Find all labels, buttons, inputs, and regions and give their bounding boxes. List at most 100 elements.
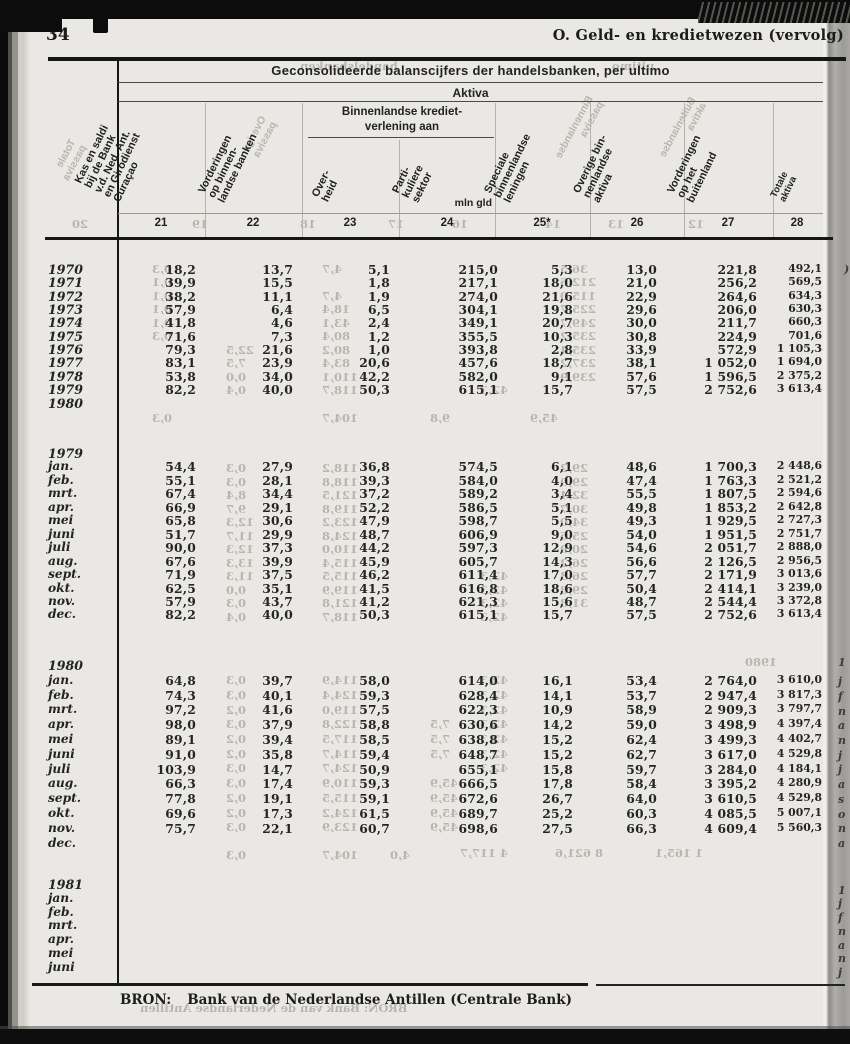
- cell-col21: 74,3: [165, 687, 196, 703]
- cell-col27: 2 752,6: [704, 607, 757, 623]
- cell-col25: 12,9: [542, 540, 573, 556]
- cell-col21: 38,2: [165, 288, 196, 304]
- cell-col24: 597,3: [458, 540, 498, 556]
- table-row: sept. 77,8 19,1 59,1 672,6 26,7 64,0 3 610,5 4 5…: [0, 791, 850, 807]
- cell-col28: 3 797,7: [776, 702, 822, 716]
- cell-col25: 4,0: [551, 472, 573, 488]
- column-separator: [590, 103, 591, 237]
- column-number-23: 23: [343, 217, 357, 229]
- row-label: okt.: [48, 580, 75, 595]
- cell-col22: 39,4: [262, 732, 293, 747]
- cell-col21: 82,2: [165, 382, 196, 398]
- cell-col25: 27,5: [542, 820, 573, 836]
- scan-border-top-left: [0, 0, 62, 32]
- cell-col24: 655,1: [458, 761, 498, 777]
- cell-col22: 6,4: [271, 302, 293, 318]
- cell-col22: 40,0: [262, 607, 293, 623]
- facing-page-glyph: n: [838, 822, 846, 835]
- cell-col25: 10,9: [542, 702, 573, 718]
- cell-col24: 616,8: [458, 580, 498, 596]
- row-label: nov.: [48, 593, 76, 608]
- cell-col27: 2 126,5: [704, 553, 757, 569]
- cell-col28: 3 372,8: [776, 593, 822, 607]
- cell-col24: 349,1: [458, 315, 498, 331]
- cell-col26: 29,6: [626, 302, 657, 318]
- cell-col28: 2 448,6: [776, 459, 822, 473]
- cell-col21: 83,1: [165, 355, 196, 371]
- column-header-label: Over- heid: [309, 168, 340, 205]
- cell-col25: 15,2: [542, 732, 573, 747]
- cell-col23: 1,2: [368, 328, 390, 344]
- section-header: O. Geld- en kredietwezen (vervolg): [552, 27, 844, 44]
- cell-col26: 49,3: [626, 513, 657, 529]
- facing-page-glyph: j: [838, 749, 842, 762]
- cell-col23: 1,9: [368, 288, 390, 304]
- cell-col25: 26,7: [542, 791, 573, 807]
- cell-col21: 66,3: [165, 776, 196, 792]
- cell-col21: 90,0: [165, 540, 196, 556]
- cell-col22: 4,6: [271, 315, 293, 331]
- cell-col21: 82,2: [165, 607, 196, 623]
- cell-col27: 3 610,5: [704, 791, 757, 807]
- cell-col22: 19,1: [262, 791, 293, 807]
- table-row: 1974 41,8 4,6 2,4 349,1 20,7 30,0 211,7 660,3: [0, 315, 850, 331]
- cell-col25: 17,8: [542, 776, 573, 792]
- cell-col22: 37,3: [262, 540, 293, 556]
- row-label: 1970: [48, 262, 84, 277]
- table-row: 1977 83,1 23,9 20,6 457,6 18,7 38,1 1 052,0 1 69…: [0, 355, 850, 371]
- column-separator: [684, 103, 685, 237]
- cell-col26: 59,0: [626, 717, 657, 733]
- cell-col24: 584,0: [458, 472, 498, 488]
- cell-col26: 48,7: [626, 593, 657, 609]
- table-row: dec. 82,2 40,0 50,3 615,1 15,7 57,5 2 752,6 3 61…: [0, 607, 850, 623]
- cell-col27: 2 171,9: [704, 567, 757, 583]
- cell-col22: 17,4: [262, 776, 293, 792]
- cell-col23: 50,9: [359, 761, 390, 777]
- table-row: 1978 53,8 34,0 42,2 582,0 9,1 57,6 1 596,5 2 375…: [0, 369, 850, 384]
- cell-col27: 1 853,2: [704, 499, 757, 515]
- cell-col28: 3 239,0: [776, 580, 822, 594]
- cell-col23: 57,5: [359, 702, 390, 718]
- cell-col28: 1 694,0: [776, 355, 822, 369]
- cell-col25: 14,2: [542, 717, 573, 733]
- row-label: mrt.: [48, 918, 78, 933]
- cell-col27: 264,6: [717, 288, 757, 304]
- facing-page-glyph: a: [838, 939, 846, 952]
- bleedthrough-text: 0,3: [226, 848, 247, 862]
- table-year-row: 1979: [0, 446, 850, 461]
- cell-col25: 5,3: [551, 262, 573, 277]
- cell-col21: 98,0: [165, 717, 196, 733]
- table-row: juli 103,9 14,7 50,9 655,1 15,8 59,7 3 284,0 4 1…: [0, 761, 850, 777]
- cell-col25: 18,6: [542, 580, 573, 596]
- cell-col26: 38,1: [626, 355, 657, 371]
- column-number-28: 28: [790, 217, 804, 229]
- cell-col27: 2 414,1: [704, 580, 757, 596]
- cell-col21: 67,4: [165, 486, 196, 502]
- row-label: sept.: [48, 567, 82, 582]
- cell-col25: 17,0: [542, 567, 573, 583]
- cell-col22: 37,9: [262, 717, 293, 733]
- cell-col21: 57,9: [165, 302, 196, 318]
- cell-col25: 15,7: [542, 607, 573, 623]
- scan-border-bottom: [0, 1029, 850, 1044]
- bleedthrough-text: 1 165,1: [655, 846, 704, 860]
- row-label: nov.: [48, 820, 76, 835]
- cell-col25: 10,3: [542, 328, 573, 344]
- cell-col26: 49,8: [626, 499, 657, 515]
- cell-col22: 17,3: [262, 806, 293, 821]
- cell-col28: 2 594,6: [776, 486, 822, 500]
- cell-col22: 40,0: [262, 382, 293, 398]
- facing-page-glyph: f: [838, 690, 843, 703]
- scan-border-hatch: [698, 2, 850, 23]
- table-row: feb. 74,3 40,1 59,3 628,4 14,1 53,7 2 947,4 3 81…: [0, 687, 850, 703]
- table-row: aug. 66,3 17,4 59,3 666,5 17,8 58,4 3 395,2 4 28…: [0, 776, 850, 792]
- cell-col21: 66,9: [165, 499, 196, 515]
- row-label: feb.: [48, 904, 74, 919]
- row-label: dec.: [48, 835, 76, 850]
- cell-col26: 57,5: [626, 607, 657, 623]
- cell-col23: 58,5: [359, 732, 390, 747]
- cell-col24: 630,6: [458, 717, 498, 733]
- cell-col22: 35,1: [262, 580, 293, 596]
- cell-col24: 586,5: [458, 499, 498, 515]
- cell-col26: 54,6: [626, 540, 657, 556]
